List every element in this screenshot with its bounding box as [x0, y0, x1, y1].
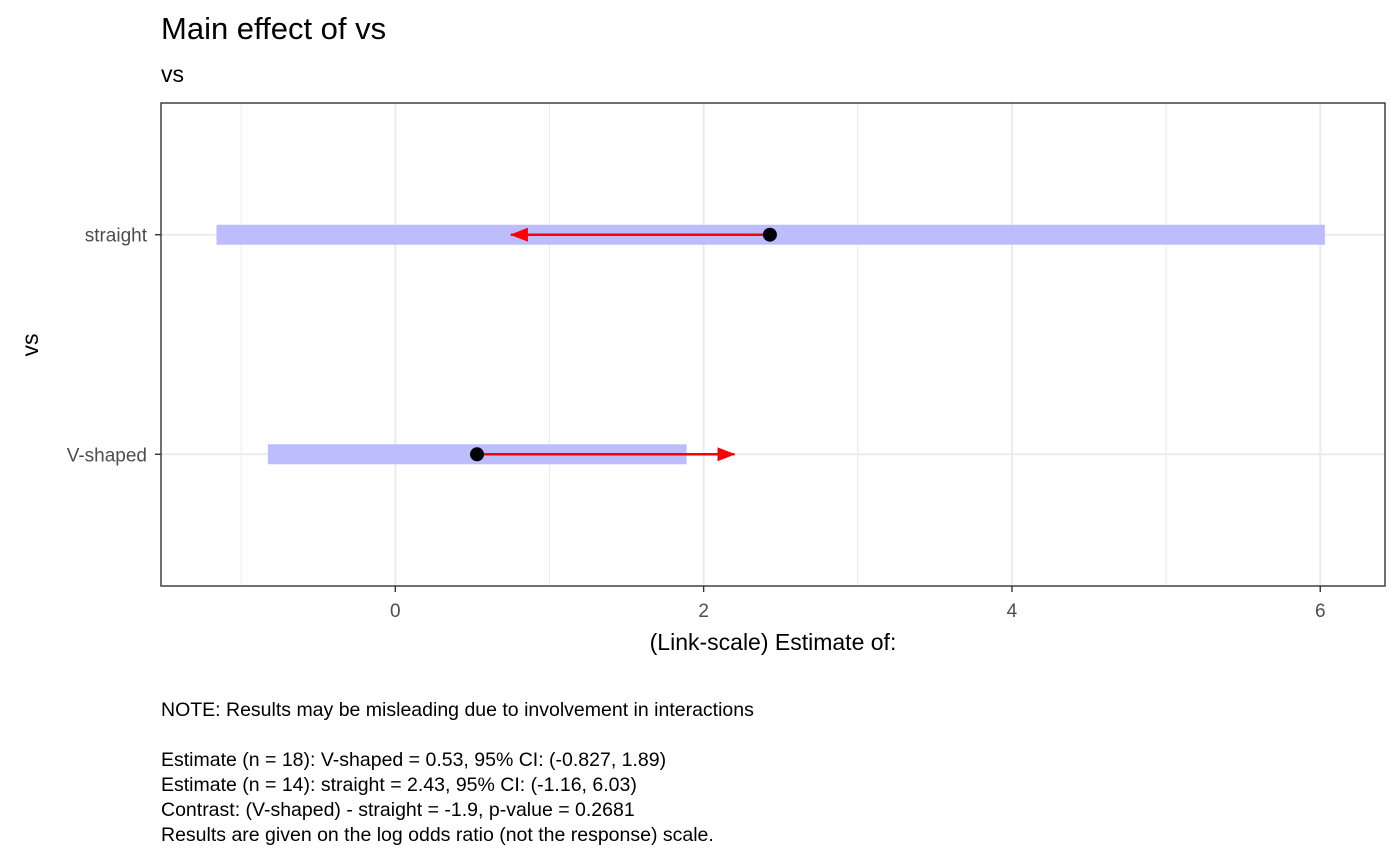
estimate-point-straight [762, 227, 777, 242]
estimate-point-v-shaped [470, 447, 485, 462]
chart-title: Main effect of vs [161, 11, 386, 46]
y-tick-label: straight [85, 226, 148, 247]
plot-panel: 0 2 4 6 V-shaped straight [67, 102, 1386, 622]
chart-subtitle: vs [161, 61, 184, 87]
x-tick-label: 4 [1007, 601, 1018, 622]
x-axis-title: (Link-scale) Estimate of: [650, 629, 897, 655]
caption-line: Estimate (n = 14): straight = 2.43, 95% … [161, 774, 637, 796]
chart: Main effect of vs vs 0 2 4 6 V-shaped straigh… [17, 11, 1386, 655]
y-tick-label: V-shaped [67, 445, 147, 466]
caption-line: Estimate (n = 18): V-shaped = 0.53, 95% … [161, 749, 667, 771]
caption-line: Results are given on the log odds ratio … [161, 824, 714, 846]
caption: NOTE: Results may be misleading due to i… [161, 698, 754, 848]
caption-line: Contrast: (V-shaped) - straight = -1.9, … [161, 799, 635, 821]
x-tick-label: 2 [698, 601, 709, 622]
caption-note: NOTE: Results may be misleading due to i… [161, 699, 754, 721]
panel-background [161, 103, 1385, 586]
y-axis-title: vs [17, 334, 43, 357]
caption-spacer [161, 723, 754, 748]
panel-border [160, 102, 1386, 587]
x-tick-label: 6 [1315, 601, 1326, 622]
x-tick-label: 0 [390, 601, 401, 622]
